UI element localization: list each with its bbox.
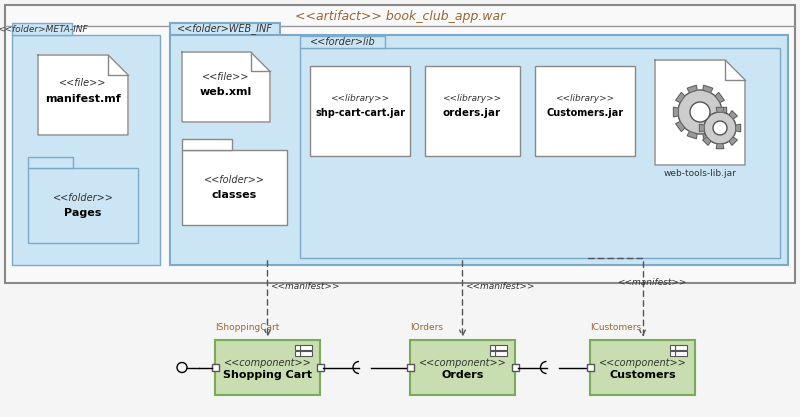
Polygon shape xyxy=(703,131,713,139)
FancyBboxPatch shape xyxy=(406,364,414,371)
FancyBboxPatch shape xyxy=(317,364,323,371)
FancyBboxPatch shape xyxy=(495,351,507,356)
Circle shape xyxy=(678,90,722,134)
Polygon shape xyxy=(676,93,685,103)
FancyBboxPatch shape xyxy=(490,345,495,350)
Text: shp-cart-cart.jar: shp-cart-cart.jar xyxy=(315,108,405,118)
Polygon shape xyxy=(182,52,270,122)
Polygon shape xyxy=(722,107,726,117)
Text: Orders: Orders xyxy=(442,369,484,379)
Text: <<file>>: <<file>> xyxy=(59,78,106,88)
Text: ICustomers: ICustomers xyxy=(590,323,641,332)
FancyBboxPatch shape xyxy=(12,23,72,35)
Text: Customers.jar: Customers.jar xyxy=(546,108,623,118)
FancyBboxPatch shape xyxy=(12,35,160,265)
Polygon shape xyxy=(716,107,724,112)
FancyBboxPatch shape xyxy=(300,48,780,258)
FancyBboxPatch shape xyxy=(295,345,300,350)
FancyBboxPatch shape xyxy=(5,5,795,283)
Circle shape xyxy=(704,112,736,144)
Polygon shape xyxy=(38,55,128,135)
Text: <<component>>: <<component>> xyxy=(598,359,686,369)
Polygon shape xyxy=(687,85,697,93)
Polygon shape xyxy=(703,85,713,93)
Polygon shape xyxy=(702,111,711,119)
Text: Pages: Pages xyxy=(64,208,102,218)
Polygon shape xyxy=(736,124,741,132)
FancyBboxPatch shape xyxy=(586,364,594,371)
FancyBboxPatch shape xyxy=(300,351,312,356)
Text: manifest.mf: manifest.mf xyxy=(45,94,121,104)
Circle shape xyxy=(713,121,727,135)
Polygon shape xyxy=(655,60,745,165)
Polygon shape xyxy=(716,144,724,149)
Text: classes: classes xyxy=(212,190,257,200)
FancyBboxPatch shape xyxy=(590,340,695,395)
Text: <<manifest>>: <<manifest>> xyxy=(617,278,686,287)
FancyBboxPatch shape xyxy=(300,345,312,350)
Text: <<folder>META-INF: <<folder>META-INF xyxy=(0,25,87,33)
Text: <<library>>: <<library>> xyxy=(555,93,614,103)
Text: IOrders: IOrders xyxy=(410,323,443,332)
Text: <<file>>: <<file>> xyxy=(202,72,250,82)
FancyBboxPatch shape xyxy=(170,35,788,265)
FancyBboxPatch shape xyxy=(490,351,495,356)
FancyBboxPatch shape xyxy=(310,66,410,156)
Circle shape xyxy=(690,102,710,122)
Text: <<component>>: <<component>> xyxy=(224,359,311,369)
Polygon shape xyxy=(699,124,704,132)
Text: <<component>>: <<component>> xyxy=(418,359,506,369)
Polygon shape xyxy=(729,111,738,119)
Text: IShoppingCart: IShoppingCart xyxy=(215,323,279,332)
Text: <<manifest>>: <<manifest>> xyxy=(270,282,340,291)
Text: <<library>>: <<library>> xyxy=(330,93,390,103)
FancyBboxPatch shape xyxy=(300,36,385,48)
Text: web-tools-lib.jar: web-tools-lib.jar xyxy=(663,168,737,178)
FancyBboxPatch shape xyxy=(675,345,687,350)
Text: Shopping Cart: Shopping Cart xyxy=(223,369,312,379)
Polygon shape xyxy=(702,137,711,145)
FancyBboxPatch shape xyxy=(511,364,518,371)
Polygon shape xyxy=(687,131,697,139)
FancyBboxPatch shape xyxy=(215,340,320,395)
Text: <<library>>: <<library>> xyxy=(442,93,502,103)
Polygon shape xyxy=(674,107,678,117)
Text: <<forder>lib: <<forder>lib xyxy=(310,37,375,47)
Polygon shape xyxy=(715,121,724,131)
Text: <<folder>WEB_INF: <<folder>WEB_INF xyxy=(177,23,273,35)
Text: <<manifest>>: <<manifest>> xyxy=(466,282,535,291)
FancyBboxPatch shape xyxy=(425,66,520,156)
Text: <<folder>>: <<folder>> xyxy=(204,175,265,185)
FancyBboxPatch shape xyxy=(170,23,280,35)
Polygon shape xyxy=(676,121,685,131)
FancyBboxPatch shape xyxy=(211,364,218,371)
Text: <<artifact>> book_club_app.war: <<artifact>> book_club_app.war xyxy=(295,10,505,23)
Text: <<folder>>: <<folder>> xyxy=(53,193,114,203)
FancyBboxPatch shape xyxy=(295,351,300,356)
Text: web.xml: web.xml xyxy=(200,87,252,97)
Polygon shape xyxy=(729,137,738,145)
FancyBboxPatch shape xyxy=(182,139,232,150)
FancyBboxPatch shape xyxy=(495,345,507,350)
FancyBboxPatch shape xyxy=(182,150,287,225)
FancyBboxPatch shape xyxy=(535,66,635,156)
Polygon shape xyxy=(715,93,724,103)
FancyBboxPatch shape xyxy=(670,345,675,350)
FancyBboxPatch shape xyxy=(670,351,675,356)
Text: orders.jar: orders.jar xyxy=(443,108,501,118)
FancyBboxPatch shape xyxy=(675,351,687,356)
FancyBboxPatch shape xyxy=(28,157,73,168)
Text: Customers: Customers xyxy=(609,369,676,379)
FancyBboxPatch shape xyxy=(28,168,138,243)
FancyBboxPatch shape xyxy=(410,340,515,395)
